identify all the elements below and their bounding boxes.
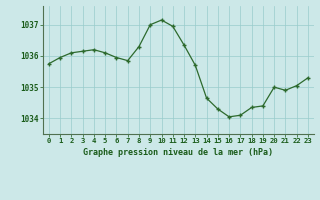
X-axis label: Graphe pression niveau de la mer (hPa): Graphe pression niveau de la mer (hPa) xyxy=(84,148,273,157)
